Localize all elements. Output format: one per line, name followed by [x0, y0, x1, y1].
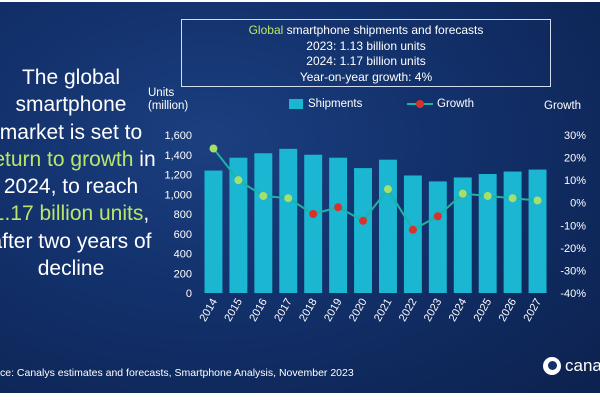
y-tick-label: 1,600	[164, 130, 192, 142]
x-tick-label: 2016	[247, 297, 270, 324]
bar-2020	[354, 168, 373, 293]
bar-2026	[503, 171, 522, 293]
growth-point-2014	[209, 144, 218, 153]
bar-2015	[229, 157, 248, 293]
x-tick-label: 2019	[322, 297, 345, 324]
y2-axis-label: Growth	[544, 100, 582, 112]
y-axis-label: Units (million)	[148, 87, 188, 113]
headline: The global smartphone market is set to r…	[0, 64, 156, 282]
growth-point-2016	[259, 191, 268, 200]
growth-point-2026	[508, 194, 517, 203]
y-tick-label: 1,200	[164, 170, 192, 182]
info-yoy: Year-on-year growth: 4%	[299, 69, 433, 84]
legend-growth-swatch	[407, 100, 433, 108]
x-tick-label: 2022	[397, 297, 420, 324]
info-2024: 2024: 1.17 billion units	[306, 54, 426, 68]
bar-2014	[204, 170, 223, 293]
headline-part1: The global smartphone market is set to	[0, 66, 143, 144]
x-tick-label: 2026	[497, 297, 520, 324]
y2-tick-label: 0%	[570, 198, 586, 210]
y2-tick-label: -10%	[560, 220, 586, 232]
growth-point-2025	[483, 191, 492, 200]
top-border	[0, 0, 600, 2]
y2-tick-label: -30%	[560, 265, 586, 277]
legend-shipments-swatch	[289, 99, 303, 109]
y2-tick-label: -20%	[560, 243, 586, 255]
x-tick-label: 2015	[222, 297, 245, 324]
growth-point-2017	[284, 194, 293, 203]
headline-part2: in 2024, to reach	[3, 147, 156, 199]
growth-point-2021	[383, 185, 392, 194]
bar-2023	[428, 181, 447, 293]
y-tick-label: 1,000	[164, 189, 192, 201]
y-tick-label: 600	[174, 229, 192, 241]
bar-2016	[254, 153, 273, 293]
legend-shipments: Shipments	[289, 98, 362, 110]
headline-highlight-units: 1.17 billion units	[0, 202, 144, 226]
x-tick-label: 2014	[197, 297, 220, 324]
growth-line	[212, 147, 538, 232]
x-tick-label: 2018	[297, 297, 320, 324]
logo-icon	[543, 357, 561, 375]
bar-2018	[304, 154, 323, 293]
growth-point-2027	[533, 196, 542, 205]
legend-growth: Growth	[407, 98, 474, 110]
y-tick-label: 800	[174, 209, 192, 221]
legend-growth-label: Growth	[437, 98, 475, 110]
bar-2027	[528, 169, 547, 293]
x-tick-label: 2023	[422, 297, 445, 324]
y2-tick-label: 30%	[564, 130, 586, 142]
bar-2021	[378, 159, 397, 293]
bar-2017	[279, 148, 298, 293]
y2-tick-label: 10%	[564, 175, 586, 187]
x-tick-label: 2020	[347, 297, 370, 324]
bar-2019	[329, 157, 348, 293]
headline-part3: , after two years of decline	[0, 202, 152, 281]
bar-2022	[403, 175, 422, 293]
logo-text: canal	[565, 356, 600, 375]
y-tick-label: 400	[174, 249, 192, 261]
growth-point-2019	[334, 203, 343, 212]
info-title: Global smartphone shipments and forecast…	[182, 23, 550, 39]
y-axis-label-units: Units	[148, 87, 175, 99]
legend-shipments-label: Shipments	[308, 98, 363, 110]
x-tick-label: 2021	[372, 297, 395, 324]
info-2023: 2023: 1.13 billion units	[306, 38, 426, 53]
source-note: ce: Canalys estimates and forecasts, Sma…	[0, 367, 354, 379]
x-tick-label: 2024	[447, 297, 470, 324]
info-title-global: Global	[248, 23, 284, 37]
x-tick-label: 2027	[521, 297, 544, 324]
growth-point-2024	[458, 189, 467, 198]
headline-highlight-growth: return to growth	[0, 147, 134, 171]
growth-point-2015	[234, 176, 243, 185]
y2-tick-label: -40%	[560, 288, 586, 300]
growth-point-2020	[359, 216, 368, 225]
bar-2024	[453, 177, 472, 293]
y-tick-label: 1,400	[164, 150, 192, 162]
bar-2025	[478, 174, 497, 293]
growth-point-2018	[309, 210, 318, 218]
canalys-logo: canal	[543, 356, 600, 376]
y-tick-label: 200	[174, 268, 192, 280]
x-tick-label: 2025	[472, 297, 495, 324]
info-box: Global smartphone shipments and forecast…	[181, 19, 551, 87]
growth-point-2022	[408, 225, 417, 234]
y2-tick-label: 20%	[564, 153, 586, 165]
info-title-rest: smartphone shipments and forecasts	[283, 23, 484, 37]
y-axis-label-million: (million)	[148, 100, 189, 112]
growth-point-2023	[433, 212, 442, 221]
y-tick-label: 0	[186, 288, 192, 300]
bottom-border	[0, 393, 600, 400]
x-tick-label: 2017	[272, 297, 295, 324]
